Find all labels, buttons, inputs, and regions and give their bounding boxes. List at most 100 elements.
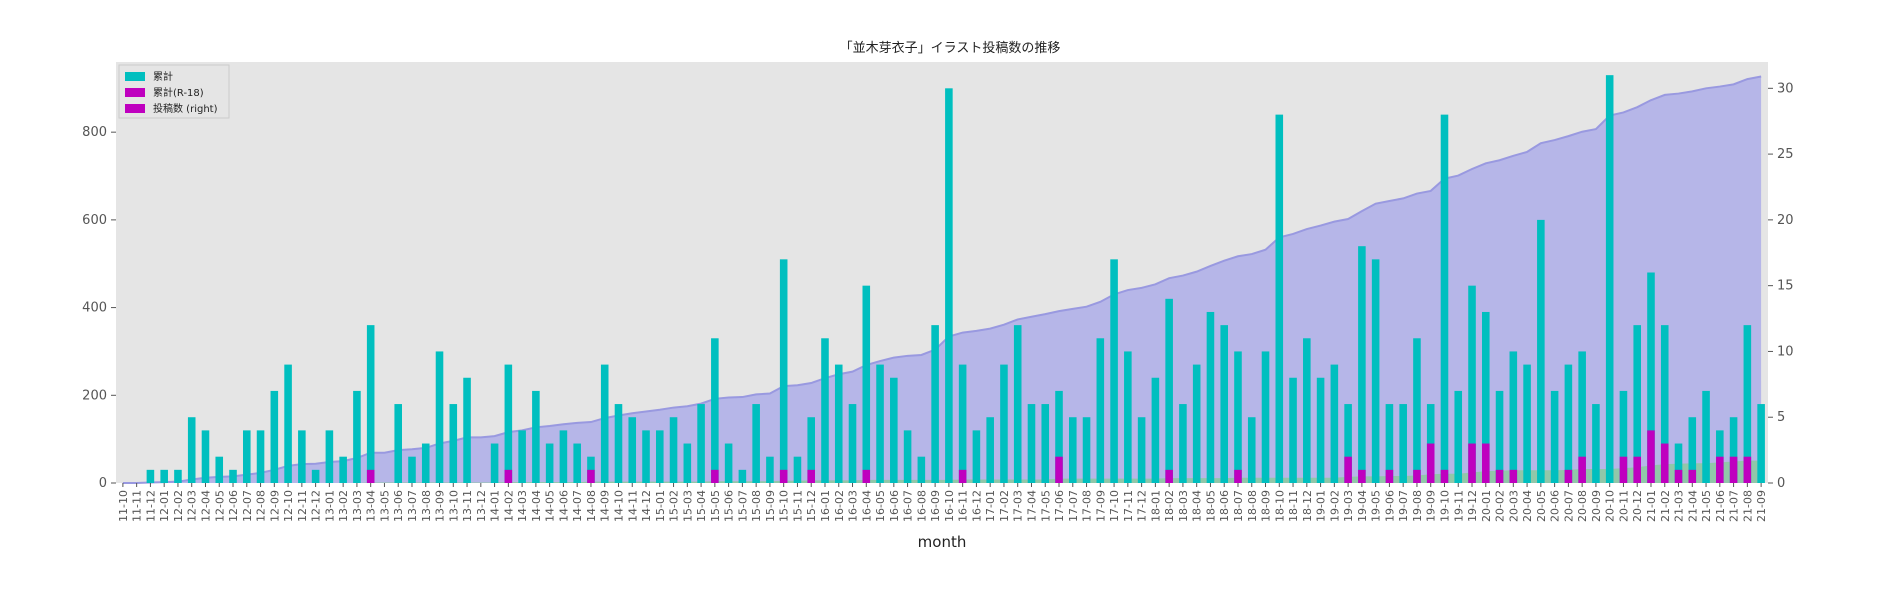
x-tick-label: 12-01 <box>158 490 171 522</box>
post-count-bar <box>1688 417 1697 483</box>
x-tick-label: 15-08 <box>750 490 763 522</box>
x-tick-label: 16-06 <box>888 490 901 522</box>
x-tick-label: 12-08 <box>255 490 268 522</box>
post-count-bar <box>243 430 251 484</box>
post-count-bar <box>1550 390 1559 483</box>
r18-count-bar <box>1564 469 1573 483</box>
post-count-bar <box>766 456 774 483</box>
x-tick-label: 14-07 <box>571 490 584 522</box>
cumulative-area <box>122 76 1762 483</box>
r18-count-bar <box>1633 456 1641 483</box>
post-count-bar <box>408 456 416 483</box>
post-count-bar <box>1261 351 1270 483</box>
x-tick-label: 12-07 <box>241 490 254 522</box>
post-count-bar <box>793 456 802 483</box>
x-tick-label: 12-02 <box>172 490 185 522</box>
legend-label: 累計 <box>153 70 173 83</box>
r18-count-bar <box>779 469 788 483</box>
x-tick-label: 15-12 <box>805 490 818 522</box>
post-count-bar <box>656 430 664 484</box>
post-count-bar <box>669 417 678 483</box>
x-tick-label: 17-07 <box>1067 490 1080 522</box>
post-count-bar <box>559 430 568 484</box>
x-tick-label: 16-01 <box>819 490 832 522</box>
r18-count-bar <box>1482 443 1490 483</box>
post-count-bar <box>1358 246 1366 483</box>
x-tick-label: 14-05 <box>544 490 557 522</box>
x-tick-label: 15-02 <box>668 490 681 522</box>
post-count-bar <box>931 325 939 484</box>
post-count-bar <box>201 430 210 484</box>
x-tick-label: 12-11 <box>296 490 309 522</box>
post-count-bar <box>1275 114 1284 484</box>
r18-count-bar <box>1468 443 1476 483</box>
post-count-bar <box>614 404 623 483</box>
post-count-bar <box>256 430 265 484</box>
x-tick-label: 18-07 <box>1232 490 1245 522</box>
x-tick-label: 20-01 <box>1480 490 1493 522</box>
r18-count-bar <box>711 469 719 483</box>
r18-count-bar <box>1440 469 1449 483</box>
post-count-bar <box>463 377 471 483</box>
post-count-bar <box>394 404 402 483</box>
post-count-bar <box>600 364 609 483</box>
post-count-bar <box>284 364 292 483</box>
post-count-bar <box>1082 417 1091 483</box>
r18-count-bar <box>1688 469 1697 483</box>
x-tick-label: 17-01 <box>984 490 997 522</box>
post-count-bar <box>339 456 347 483</box>
post-count-bar <box>711 338 719 483</box>
x-tick-label: 13-09 <box>434 490 447 522</box>
x-tick-label: 11-10 <box>117 490 130 522</box>
post-count-bar <box>779 259 788 483</box>
x-tick-label: 18-03 <box>1177 490 1190 522</box>
post-count-bar <box>1495 390 1504 483</box>
post-count-bar <box>1027 404 1036 483</box>
post-count-bar <box>1206 311 1215 483</box>
post-count-bar <box>1179 404 1187 483</box>
post-count-bar <box>628 417 637 483</box>
x-tick-label: 12-05 <box>213 490 226 522</box>
x-tick-label: 15-09 <box>764 490 777 522</box>
post-count-bar <box>1660 325 1669 484</box>
x-tick-label: 15-07 <box>736 490 749 522</box>
r18-count-bar <box>587 469 595 483</box>
post-count-bar <box>421 443 430 483</box>
post-count-bar <box>697 404 705 483</box>
x-tick-label: 19-10 <box>1438 490 1451 522</box>
post-count-bar <box>229 469 237 483</box>
x-tick-label: 19-08 <box>1411 490 1424 522</box>
x-tick-label: 21-05 <box>1700 490 1713 522</box>
x-tick-label: 14-02 <box>502 490 515 522</box>
post-count-bar <box>1096 338 1105 483</box>
chart-title: 「並木芽衣子」イラスト投稿数の推移 <box>840 40 1061 56</box>
post-count-bar <box>1729 417 1738 483</box>
x-tick-label: 13-04 <box>365 490 378 522</box>
x-tick-label: 18-06 <box>1218 490 1231 522</box>
x-tick-label: 11-12 <box>144 490 157 522</box>
x-tick-label: 12-03 <box>186 490 199 522</box>
post-count-bar <box>1702 390 1710 483</box>
x-tick-label: 18-08 <box>1246 490 1259 522</box>
x-tick-label: 12-04 <box>199 490 212 522</box>
x-tick-label: 18-12 <box>1301 490 1314 522</box>
post-count-bar <box>752 404 760 483</box>
x-tick-label: 19-06 <box>1383 490 1396 522</box>
post-count-bar <box>187 417 196 483</box>
post-count-bar <box>449 404 458 483</box>
legend-swatch <box>125 72 145 81</box>
post-count-bar <box>1289 377 1297 483</box>
post-count-bar <box>1592 404 1600 483</box>
x-tick-label: 13-07 <box>406 490 419 522</box>
post-count-bar <box>1385 404 1394 483</box>
r18-count-bar <box>1358 469 1366 483</box>
x-tick-label: 16-02 <box>833 490 846 522</box>
legend-label: 累計(R-18) <box>153 86 204 99</box>
post-count-bar <box>1674 443 1683 483</box>
post-count-bar <box>146 469 155 483</box>
r18-count-bar <box>1426 443 1435 483</box>
x-tick-label: 19-01 <box>1315 490 1328 522</box>
legend-swatch <box>125 104 145 113</box>
post-count-bar <box>1578 351 1586 483</box>
post-count-bar <box>958 364 967 483</box>
